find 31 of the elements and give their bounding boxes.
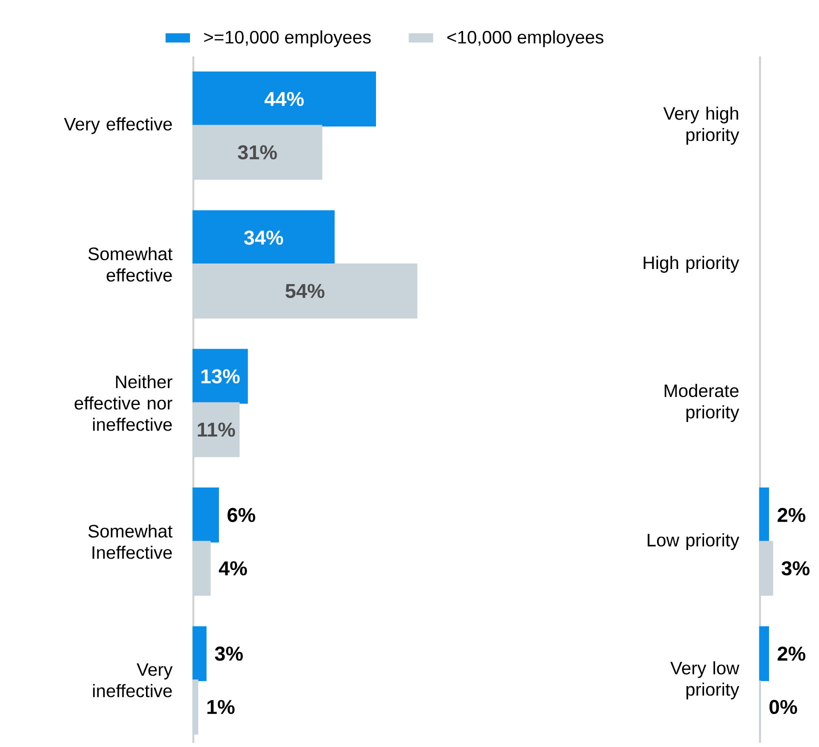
- bar: [192, 210, 335, 266]
- data-label: 2%: [778, 508, 806, 522]
- y-tick-label: Moderate priority: [664, 384, 740, 422]
- y-tick-label: Low priority: [648, 533, 740, 550]
- y-tick-label: High priority: [644, 256, 740, 273]
- y-tick-label: Somewhat effective: [88, 247, 172, 282]
- data-label: 0%: [770, 700, 798, 714]
- y-tick-label: Very effective: [64, 117, 172, 134]
- bar: [192, 72, 376, 126]
- y-tick-label: Very high priority: [663, 106, 740, 145]
- data-label: 3%: [214, 646, 243, 661]
- data-label: 2%: [778, 646, 806, 661]
- data-label: 1%: [207, 700, 235, 714]
- data-label: 44%: [264, 92, 304, 106]
- legend-label: >=10,000 employees: [204, 30, 371, 48]
- bar: [192, 348, 248, 404]
- data-label: 54%: [286, 284, 324, 298]
- data-label: 6%: [228, 508, 256, 522]
- data-label: 4%: [218, 561, 247, 576]
- legend-label: <10,000 employees: [447, 30, 604, 48]
- y-tick-label: Neither effective nor ineffective: [74, 375, 172, 431]
- y-tick-label: Somewhat Ineffective: [88, 524, 172, 559]
- data-label: 13%: [201, 369, 240, 384]
- bar: [192, 488, 219, 542]
- data-label: 34%: [244, 230, 284, 245]
- y-tick-label: Very ineffective: [93, 663, 173, 698]
- bar: [192, 626, 207, 682]
- data-label: 11%: [198, 422, 235, 437]
- data-label: 31%: [238, 145, 277, 160]
- data-label: 3%: [782, 561, 810, 576]
- y-tick-label: Very low priority: [670, 661, 740, 700]
